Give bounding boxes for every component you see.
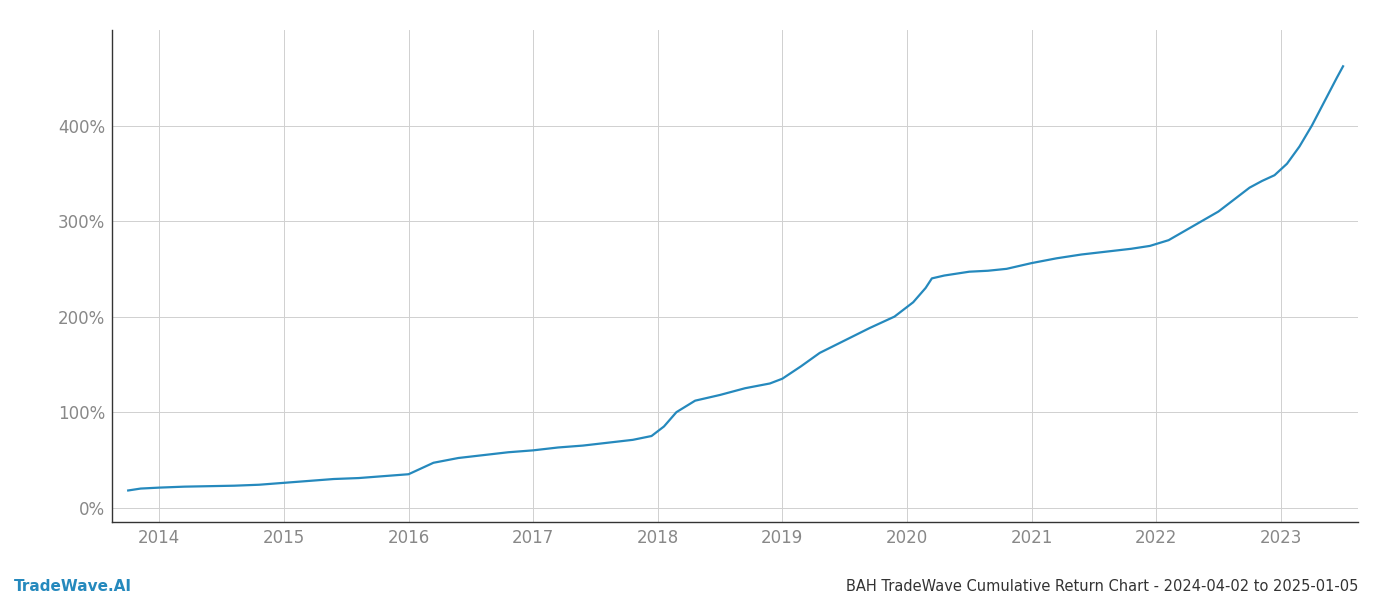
Text: TradeWave.AI: TradeWave.AI: [14, 579, 132, 594]
Text: BAH TradeWave Cumulative Return Chart - 2024-04-02 to 2025-01-05: BAH TradeWave Cumulative Return Chart - …: [846, 579, 1358, 594]
